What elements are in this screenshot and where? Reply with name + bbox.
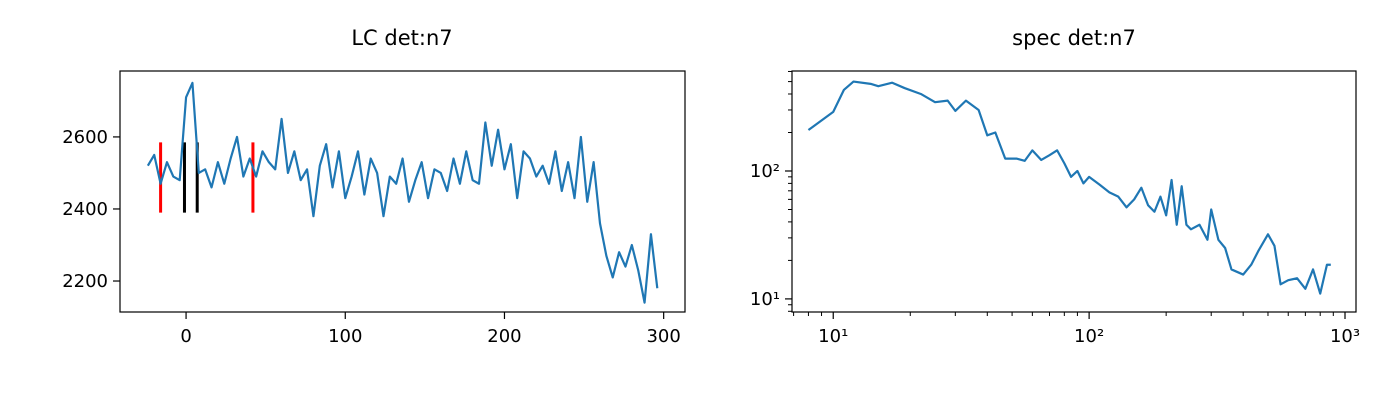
y-tick-label: 10¹	[750, 289, 780, 310]
data-line	[807, 80, 1331, 295]
y-tick-label: 10²	[750, 161, 780, 182]
chart-title: spec det:n7	[1012, 26, 1136, 50]
x-tick-label: 300	[646, 326, 680, 347]
y-tick-label: 2400	[62, 199, 108, 220]
x-tick-label: 10¹	[818, 326, 848, 347]
y-tick-label: 2200	[62, 271, 108, 292]
x-tick-label: 100	[328, 326, 362, 347]
x-tick-label: 10³	[1330, 326, 1360, 347]
x-tick-label: 200	[487, 326, 521, 347]
data-line	[146, 81, 659, 304]
axes-frame	[791, 70, 1357, 313]
y-tick-label: 2600	[62, 127, 108, 148]
x-tick-label: 0	[180, 326, 191, 347]
chart-title: LC det:n7	[351, 26, 452, 50]
x-tick-label: 10²	[1074, 326, 1104, 347]
axes-frame	[119, 70, 686, 313]
